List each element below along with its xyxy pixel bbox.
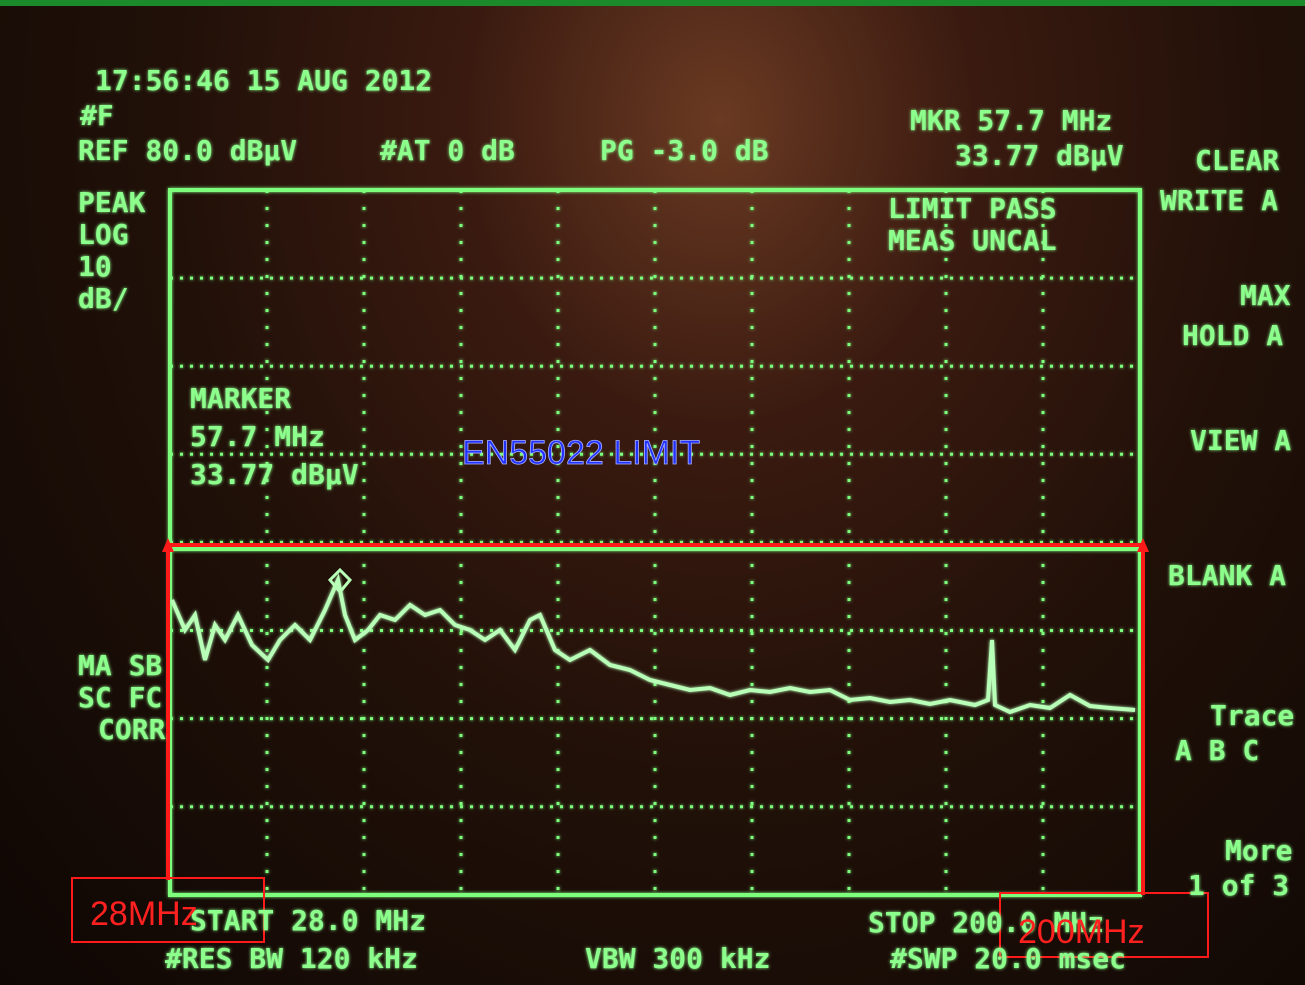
screen-text: #AT 0 dB	[380, 134, 515, 167]
screen-text: 57.7 MHz	[190, 420, 325, 453]
screen-text: MA SB	[78, 649, 162, 682]
screen-text: EN55022 LIMIT	[462, 434, 700, 472]
screen-text: A B C	[1175, 734, 1259, 767]
screen-text: STOP 200.0 MHz	[868, 906, 1104, 939]
screen-text: 200MHz	[1018, 913, 1145, 951]
screen-text: More	[1225, 834, 1292, 867]
screen-text: MAX	[1240, 279, 1291, 312]
arrow-head	[162, 538, 174, 552]
screen-text: 33.77 dBµV	[190, 458, 359, 491]
graticule	[168, 188, 1142, 897]
screen-text: 17:56:46 15 AUG 2012	[95, 64, 432, 97]
screen-text: SC FC	[78, 681, 162, 714]
screen-text: 1 of 3	[1188, 869, 1289, 902]
screen-text: CORR	[98, 713, 166, 746]
screen-text: CLEAR	[1195, 144, 1279, 177]
top-bar	[0, 0, 1305, 6]
screen-text: VIEW A	[1190, 424, 1291, 457]
screen-text: #F	[80, 99, 114, 132]
screen-text: #RES BW 120 kHz	[165, 942, 418, 975]
limit-annotation	[71, 543, 1209, 958]
arrow-head	[1137, 538, 1149, 552]
screen-text: BLANK A	[1168, 559, 1286, 592]
screen-text: MEAS UNCAL	[888, 224, 1057, 257]
screen-text: 33.77 dBµV	[955, 139, 1124, 172]
screen-text: WRITE A	[1160, 184, 1278, 217]
spectrum-trace	[170, 573, 1136, 715]
screen-text: PG -3.0 dB	[600, 134, 769, 167]
screen-text: PEAK	[78, 186, 146, 219]
screen-text: 10	[78, 250, 112, 283]
screen-text: MKR 57.7 MHz	[910, 104, 1112, 137]
marker-diamond	[327, 567, 353, 595]
screen-text: #SWP 20.0 msec	[890, 942, 1126, 975]
screen-text: MARKER	[190, 382, 291, 415]
screen-text: dB/	[78, 282, 129, 315]
screen-text: REF 80.0 dBµV	[78, 134, 297, 167]
screen-text: VBW 300 kHz	[585, 942, 770, 975]
screen-text: HOLD A	[1182, 319, 1283, 352]
screen-text: LIMIT PASS	[888, 192, 1057, 225]
screen-text: START 28.0 MHz	[190, 904, 426, 937]
screen-text: 28MHz	[90, 895, 198, 933]
screen-text: LOG	[78, 218, 129, 251]
screen-text: Trace	[1210, 699, 1294, 732]
